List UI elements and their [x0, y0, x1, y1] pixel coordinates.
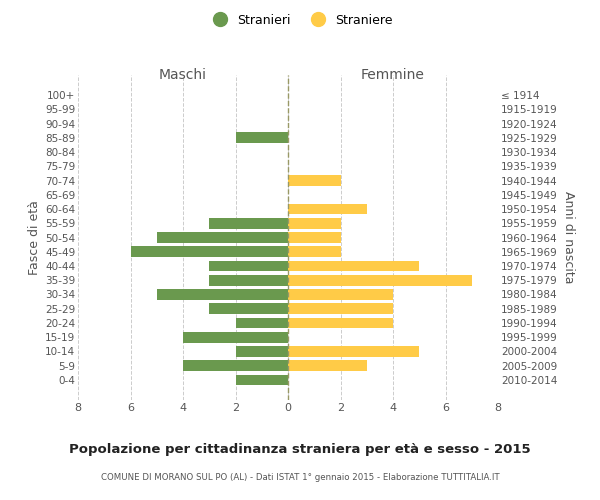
Bar [288, 218, 341, 228]
Y-axis label: Fasce di età: Fasce di età [28, 200, 41, 275]
Bar [235, 346, 288, 356]
Legend: Stranieri, Straniere: Stranieri, Straniere [202, 8, 398, 32]
Text: Popolazione per cittadinanza straniera per età e sesso - 2015: Popolazione per cittadinanza straniera p… [69, 442, 531, 456]
Bar [288, 246, 341, 257]
Bar [235, 132, 288, 143]
Bar [288, 275, 472, 285]
Bar [288, 346, 419, 356]
Bar [288, 204, 367, 214]
Bar [183, 360, 288, 371]
Text: COMUNE DI MORANO SUL PO (AL) - Dati ISTAT 1° gennaio 2015 - Elaborazione TUTTITA: COMUNE DI MORANO SUL PO (AL) - Dati ISTA… [101, 472, 499, 482]
Bar [209, 218, 288, 228]
Y-axis label: Anni di nascita: Anni di nascita [562, 191, 575, 284]
Bar [235, 318, 288, 328]
Bar [288, 360, 367, 371]
Bar [157, 232, 288, 243]
Bar [235, 374, 288, 385]
Bar [183, 332, 288, 342]
Bar [130, 246, 288, 257]
Bar [209, 275, 288, 285]
Text: Femmine: Femmine [361, 68, 425, 82]
Bar [209, 304, 288, 314]
Bar [157, 289, 288, 300]
Bar [209, 260, 288, 272]
Text: Maschi: Maschi [159, 68, 207, 82]
Bar [288, 318, 393, 328]
Bar [288, 260, 419, 272]
Bar [288, 304, 393, 314]
Bar [288, 289, 393, 300]
Bar [288, 175, 341, 186]
Bar [288, 232, 341, 243]
